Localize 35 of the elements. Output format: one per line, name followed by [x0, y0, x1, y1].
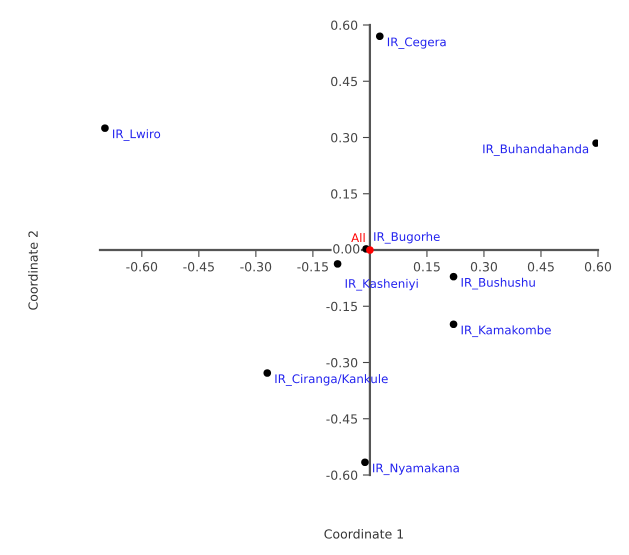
x-tick-label: -0.60: [126, 262, 158, 272]
x-tick-label: -0.30: [240, 262, 272, 272]
annotation: IR_Bushushu: [462, 278, 535, 290]
x-tick-label: 0.45: [528, 262, 554, 272]
y-tick-label: 0.60: [331, 20, 358, 30]
y-tick-label: 0.15: [331, 189, 358, 199]
point: [361, 458, 369, 466]
x-tick-label: 0.15: [414, 262, 440, 272]
point: [366, 246, 374, 254]
x-axis-title: Coordinate 1: [324, 529, 404, 539]
annotation: IR_Cegera: [388, 37, 446, 49]
annotation: IR_Buhandahanda: [483, 144, 588, 156]
y-tick-label: 0.30: [331, 132, 358, 142]
y-tick-label: -0.45: [326, 414, 358, 424]
annotation: IR_Bugorhe: [374, 232, 440, 244]
annotation: IR_Lwiro: [113, 129, 160, 141]
point: [450, 272, 458, 280]
point: [263, 369, 272, 377]
x-tick-label: -0.15: [297, 262, 328, 272]
x-tick-label: -0.45: [183, 262, 214, 272]
annotation: IR_Kamakombe: [462, 325, 551, 338]
y-tick-label: -0.60: [326, 470, 358, 480]
y-tick-label: 0.45: [331, 76, 358, 86]
point: [450, 320, 458, 328]
x-tick-label: 0.60: [584, 262, 612, 272]
point: [101, 124, 109, 132]
y-tick-label: 0.00: [333, 244, 360, 254]
x-tick-label: 0.30: [470, 262, 498, 272]
y-tick-label: -0.15: [326, 302, 358, 312]
point: [376, 32, 384, 40]
annotation: IR_Nyamakana: [373, 463, 459, 476]
series-label: All: [351, 233, 365, 242]
y-tick-label: -0.30: [326, 358, 358, 368]
y-axis-title: Coordinate 2: [28, 231, 38, 310]
point: [334, 260, 342, 268]
